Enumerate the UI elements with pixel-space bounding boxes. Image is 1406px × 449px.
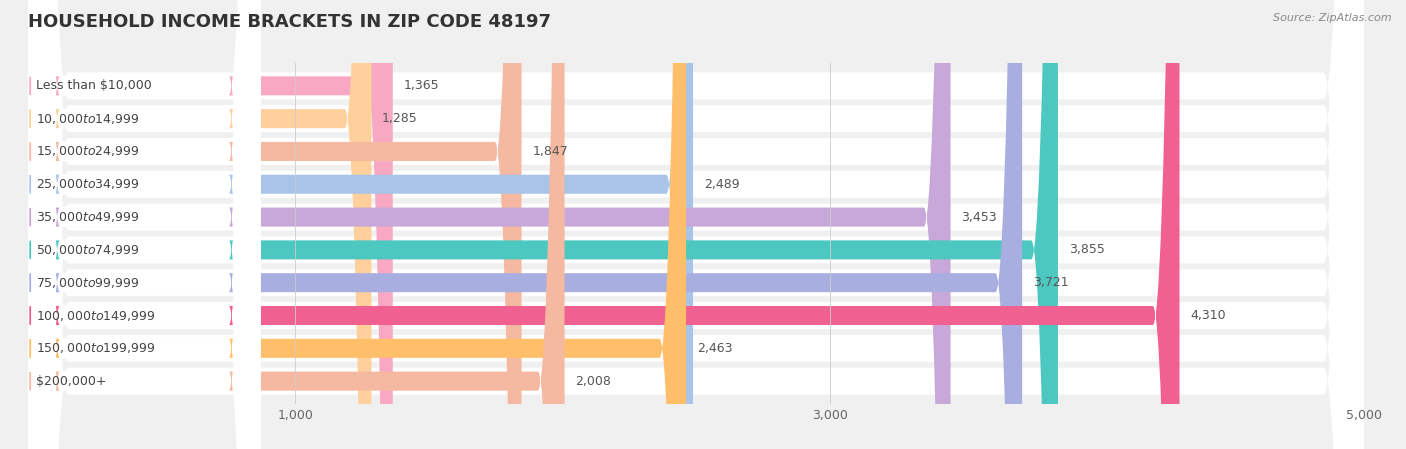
FancyBboxPatch shape xyxy=(28,0,260,449)
Text: HOUSEHOLD INCOME BRACKETS IN ZIP CODE 48197: HOUSEHOLD INCOME BRACKETS IN ZIP CODE 48… xyxy=(28,13,551,31)
FancyBboxPatch shape xyxy=(28,0,950,449)
FancyBboxPatch shape xyxy=(28,0,1364,449)
FancyBboxPatch shape xyxy=(28,0,522,449)
FancyBboxPatch shape xyxy=(28,0,1364,449)
Text: 3,855: 3,855 xyxy=(1069,243,1105,256)
FancyBboxPatch shape xyxy=(28,0,1364,449)
Text: 1,285: 1,285 xyxy=(382,112,418,125)
Text: $35,000 to $49,999: $35,000 to $49,999 xyxy=(37,210,139,224)
FancyBboxPatch shape xyxy=(28,0,1364,449)
FancyBboxPatch shape xyxy=(28,0,260,449)
FancyBboxPatch shape xyxy=(28,0,1057,449)
Text: Less than $10,000: Less than $10,000 xyxy=(37,79,152,92)
Text: 2,463: 2,463 xyxy=(697,342,733,355)
FancyBboxPatch shape xyxy=(28,0,371,449)
Text: $15,000 to $24,999: $15,000 to $24,999 xyxy=(37,145,139,158)
Text: $100,000 to $149,999: $100,000 to $149,999 xyxy=(37,308,156,322)
Text: 4,310: 4,310 xyxy=(1191,309,1226,322)
FancyBboxPatch shape xyxy=(28,0,693,449)
Text: 2,489: 2,489 xyxy=(704,178,740,191)
FancyBboxPatch shape xyxy=(28,0,1364,449)
FancyBboxPatch shape xyxy=(28,0,260,449)
Text: $75,000 to $99,999: $75,000 to $99,999 xyxy=(37,276,139,290)
Text: $10,000 to $14,999: $10,000 to $14,999 xyxy=(37,112,139,126)
FancyBboxPatch shape xyxy=(28,0,1364,449)
Text: $25,000 to $34,999: $25,000 to $34,999 xyxy=(37,177,139,191)
FancyBboxPatch shape xyxy=(28,0,565,449)
FancyBboxPatch shape xyxy=(28,0,1364,449)
Text: 1,365: 1,365 xyxy=(404,79,439,92)
Text: $150,000 to $199,999: $150,000 to $199,999 xyxy=(37,341,156,355)
Text: $200,000+: $200,000+ xyxy=(37,374,107,387)
FancyBboxPatch shape xyxy=(28,0,260,449)
Text: $50,000 to $74,999: $50,000 to $74,999 xyxy=(37,243,139,257)
FancyBboxPatch shape xyxy=(28,0,260,449)
FancyBboxPatch shape xyxy=(28,0,260,449)
Text: 2,008: 2,008 xyxy=(575,374,612,387)
FancyBboxPatch shape xyxy=(28,0,1364,449)
FancyBboxPatch shape xyxy=(28,0,1022,449)
Text: 3,453: 3,453 xyxy=(962,211,997,224)
FancyBboxPatch shape xyxy=(28,0,260,449)
FancyBboxPatch shape xyxy=(28,0,392,449)
FancyBboxPatch shape xyxy=(28,0,1364,449)
FancyBboxPatch shape xyxy=(28,0,686,449)
Text: Source: ZipAtlas.com: Source: ZipAtlas.com xyxy=(1274,13,1392,23)
FancyBboxPatch shape xyxy=(28,0,260,449)
FancyBboxPatch shape xyxy=(28,0,260,449)
Text: 1,847: 1,847 xyxy=(533,145,568,158)
Text: 3,721: 3,721 xyxy=(1033,276,1069,289)
FancyBboxPatch shape xyxy=(28,0,1180,449)
FancyBboxPatch shape xyxy=(28,0,1364,449)
FancyBboxPatch shape xyxy=(28,0,260,449)
